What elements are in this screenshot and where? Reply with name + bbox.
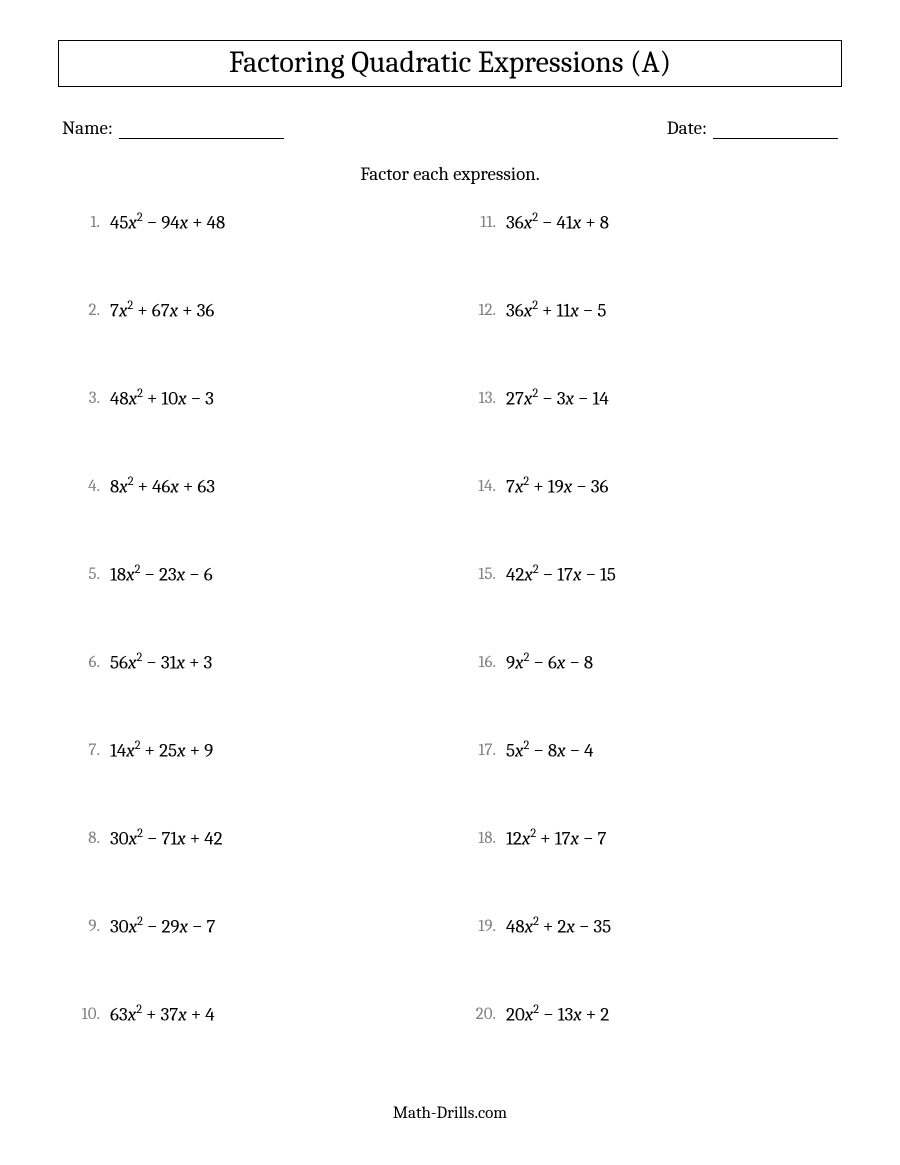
problem-number: 5. <box>70 563 100 584</box>
problem-expression: 8x2+46x+63 <box>110 475 215 497</box>
problem-number: 9. <box>70 915 100 936</box>
problem-item: 3. 48x2+10x−3 <box>70 387 446 475</box>
problem-expression: 48x2+10x−3 <box>110 387 214 409</box>
problem-item: 20. 20x2−13x+2 <box>466 1003 842 1091</box>
date-field: Date: <box>667 117 838 139</box>
problem-item: 13. 27x2−3x−14 <box>466 387 842 475</box>
problem-number: 3. <box>70 387 100 408</box>
problem-expression: 27x2−3x−14 <box>506 387 609 409</box>
problem-number: 6. <box>70 651 100 672</box>
problem-expression: 30x2−71x+42 <box>110 827 223 849</box>
name-date-row: Name: Date: <box>58 117 842 139</box>
problem-item: 11. 36x2−41x+8 <box>466 211 842 299</box>
problem-item: 18. 12x2+17x−7 <box>466 827 842 915</box>
problem-item: 19. 48x2+2x−35 <box>466 915 842 1003</box>
problem-item: 9. 30x2−29x−7 <box>70 915 446 1003</box>
problem-number: 17. <box>466 739 496 760</box>
problem-expression: 48x2+2x−35 <box>506 915 611 937</box>
problem-expression: 5x2−8x−4 <box>506 739 593 761</box>
problem-number: 8. <box>70 827 100 848</box>
problem-item: 17. 5x2−8x−4 <box>466 739 842 827</box>
problem-expression: 63x2+37x+4 <box>110 1003 215 1025</box>
problem-expression: 7x2+19x−36 <box>506 475 608 497</box>
problem-number: 4. <box>70 475 100 496</box>
problem-item: 15. 42x2−17x−15 <box>466 563 842 651</box>
problem-item: 2. 7x2+67x+36 <box>70 299 446 387</box>
problem-item: 5. 18x2−23x−6 <box>70 563 446 651</box>
problem-number: 12. <box>466 299 496 320</box>
footer-text: Math-Drills.com <box>0 1104 900 1123</box>
problem-expression: 12x2+17x−7 <box>506 827 606 849</box>
problem-number: 13. <box>466 387 496 408</box>
problem-expression: 56x2−31x+3 <box>110 651 212 673</box>
problem-number: 16. <box>466 651 496 672</box>
problem-item: 10. 63x2+37x+4 <box>70 1003 446 1091</box>
instruction-text: Factor each expression. <box>58 163 842 185</box>
worksheet-title: Factoring Quadratic Expressions (A) <box>59 45 841 80</box>
title-box: Factoring Quadratic Expressions (A) <box>58 40 842 87</box>
problem-number: 18. <box>466 827 496 848</box>
problem-expression: 14x2+25x+9 <box>110 739 213 761</box>
problem-number: 15. <box>466 563 496 584</box>
problem-number: 1. <box>70 211 100 232</box>
problem-number: 14. <box>466 475 496 496</box>
name-blank-line[interactable] <box>119 119 284 139</box>
name-label: Name: <box>62 117 113 139</box>
problem-expression: 18x2−23x−6 <box>110 563 213 585</box>
problem-item: 16. 9x2−6x−8 <box>466 651 842 739</box>
problems-grid: 1. 45x2−94x+48 2. 7x2+67x+36 3. 48x2+10x−3 4. 8… <box>58 211 842 1091</box>
problem-item: 14. 7x2+19x−36 <box>466 475 842 563</box>
problem-expression: 36x2−41x+8 <box>506 211 609 233</box>
date-blank-line[interactable] <box>713 119 838 139</box>
date-label: Date: <box>667 117 707 139</box>
problem-item: 1. 45x2−94x+48 <box>70 211 446 299</box>
problem-number: 19. <box>466 915 496 936</box>
problem-expression: 36x2+11x−5 <box>506 299 606 321</box>
problem-number: 11. <box>466 211 496 232</box>
problem-item: 12. 36x2+11x−5 <box>466 299 842 387</box>
name-field: Name: <box>62 117 284 139</box>
problem-item: 4. 8x2+46x+63 <box>70 475 446 563</box>
problem-expression: 20x2−13x+2 <box>506 1003 609 1025</box>
problem-number: 7. <box>70 739 100 760</box>
problem-item: 6. 56x2−31x+3 <box>70 651 446 739</box>
problem-expression: 45x2−94x+48 <box>110 211 225 233</box>
problem-expression: 7x2+67x+36 <box>110 299 214 321</box>
problem-expression: 30x2−29x−7 <box>110 915 215 937</box>
problem-expression: 9x2−6x−8 <box>506 651 593 673</box>
problem-number: 2. <box>70 299 100 320</box>
problem-expression: 42x2−17x−15 <box>506 563 616 585</box>
problem-number: 10. <box>70 1003 100 1024</box>
problem-number: 20. <box>466 1003 496 1024</box>
problem-item: 8. 30x2−71x+42 <box>70 827 446 915</box>
problem-item: 7. 14x2+25x+9 <box>70 739 446 827</box>
